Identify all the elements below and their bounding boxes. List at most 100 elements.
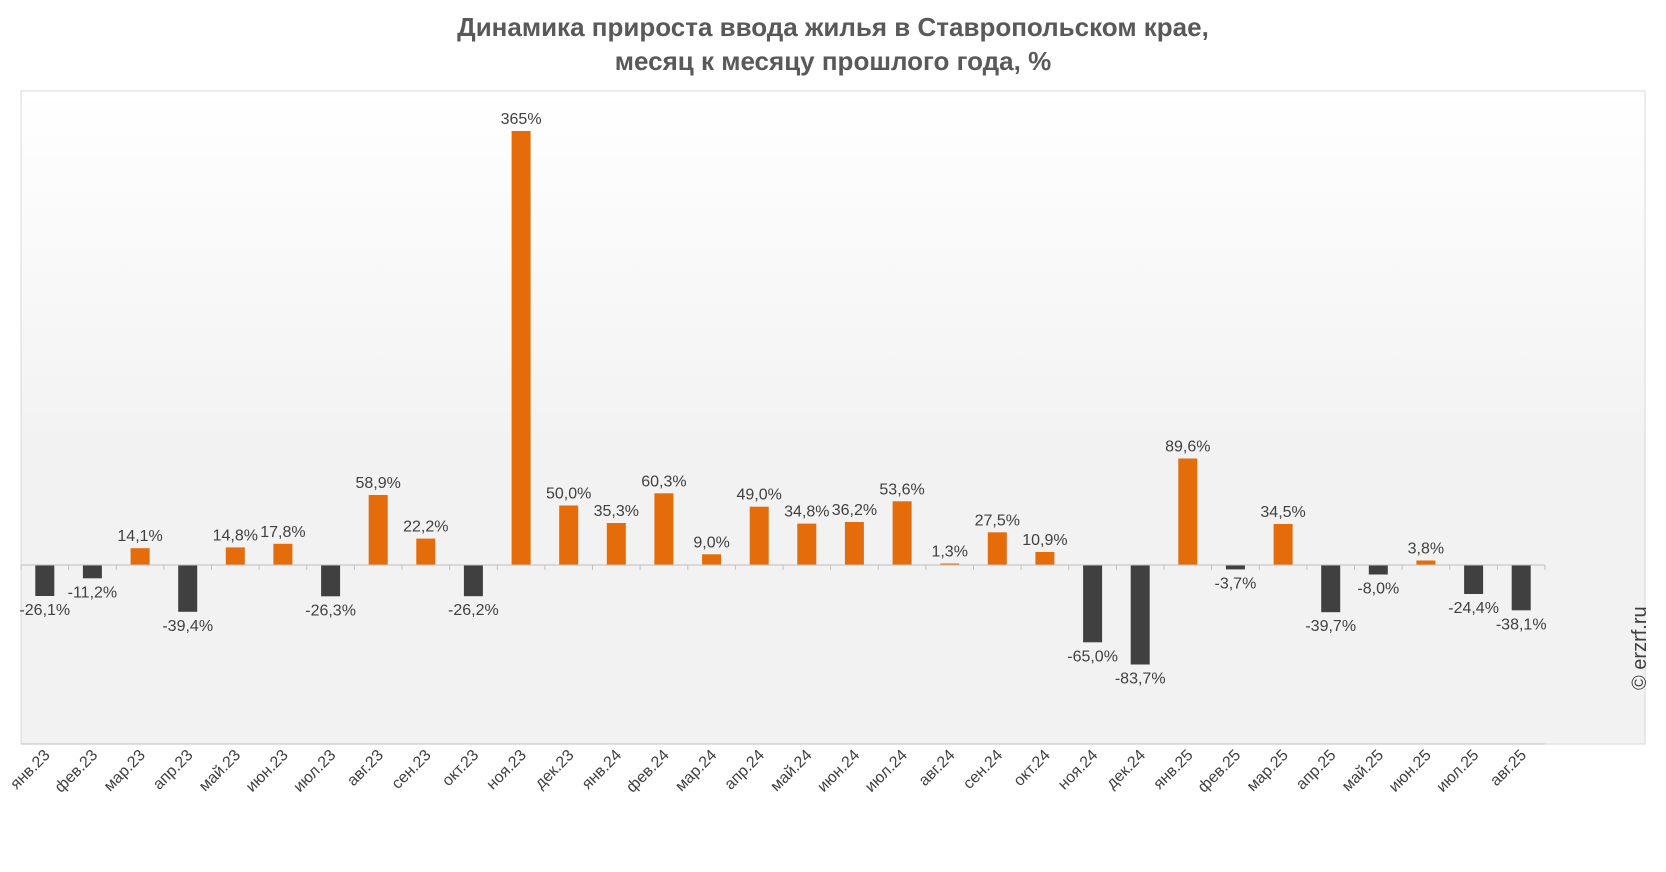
data-label: 3,8%	[1408, 541, 1444, 558]
x-tick-label: мар.25	[1244, 747, 1292, 795]
data-label: -65,0%	[1067, 648, 1118, 665]
x-tick-label: янв.23	[7, 747, 53, 793]
bar-янв.23	[35, 565, 55, 596]
data-label: 34,5%	[1260, 504, 1305, 521]
bar-мар.24	[702, 554, 722, 565]
x-tick-label: мар.23	[101, 747, 149, 795]
x-tick-label: июн.24	[814, 747, 863, 796]
bar-сен.24	[987, 532, 1007, 565]
bar-июн.25	[1416, 560, 1436, 565]
data-label: 50,0%	[546, 486, 591, 503]
bar-авг.25	[1511, 565, 1531, 611]
bar-мар.23	[130, 548, 150, 565]
bar-июл.23	[321, 565, 341, 597]
bar-май.24	[797, 523, 817, 565]
x-tick-label: авг.25	[1487, 747, 1530, 790]
data-label: 14,1%	[117, 528, 162, 545]
data-label: 89,6%	[1165, 439, 1210, 456]
data-label: -11,2%	[68, 584, 118, 601]
bar-ноя.23	[511, 131, 531, 565]
x-tick-label: май.24	[767, 747, 815, 795]
x-tick-label: фев.25	[1195, 747, 1244, 796]
data-label: -26,1%	[19, 602, 70, 619]
x-tick-label: ноя.23	[484, 747, 530, 793]
x-tick-label: апр.23	[150, 747, 197, 794]
data-label: 36,2%	[832, 502, 877, 519]
data-label: 10,9%	[1022, 532, 1067, 549]
data-label: 27,5%	[975, 512, 1020, 529]
data-label: 1,3%	[931, 544, 967, 561]
bar-дек.23	[559, 505, 579, 565]
bar-май.25	[1368, 565, 1388, 575]
data-label: -39,4%	[162, 618, 213, 635]
bar-фев.23	[82, 565, 102, 579]
data-label: 14,8%	[213, 527, 258, 544]
bar-авг.23	[368, 495, 388, 565]
bar-дек.24	[1130, 565, 1150, 665]
bar-июн.23	[273, 543, 293, 565]
bar-июл.25	[1464, 565, 1484, 594]
bar-фев.24	[654, 493, 674, 565]
bar-апр.25	[1321, 565, 1341, 613]
bar-ноя.24	[1083, 565, 1103, 643]
x-tick-label: окт.24	[1011, 747, 1054, 790]
chart-title: Динамика прироста ввода жилья в Ставропо…	[0, 10, 1666, 78]
data-label: -38,1%	[1496, 616, 1547, 633]
bar-окт.24	[1035, 552, 1055, 565]
x-tick-label: июн.23	[243, 747, 292, 796]
data-label: 60,3%	[641, 473, 686, 490]
x-tick-label: май.23	[196, 747, 244, 795]
bar-апр.24	[749, 506, 769, 565]
bar-май.23	[225, 547, 245, 565]
data-label: -8,0%	[1357, 581, 1399, 598]
bar-апр.23	[178, 565, 198, 612]
x-tick-label: окт.23	[439, 747, 482, 790]
x-tick-label: фев.24	[623, 747, 672, 796]
data-label: 34,8%	[784, 504, 829, 521]
plot-area	[20, 90, 1646, 745]
bar-фев.25	[1225, 565, 1245, 570]
data-label: 17,8%	[260, 524, 305, 541]
x-tick-label: июн.25	[1386, 747, 1435, 796]
data-label: 53,6%	[879, 481, 924, 498]
x-tick-label: июл.25	[1434, 747, 1483, 796]
x-tick-label: янв.25	[1150, 747, 1196, 793]
x-tick-label: июл.24	[862, 747, 911, 796]
x-tick-label: дек.24	[1103, 747, 1149, 793]
x-tick-label: дек.23	[532, 747, 578, 793]
x-tick-label: янв.24	[579, 747, 625, 793]
bar-мар.25	[1273, 524, 1293, 565]
x-tick-label: сен.24	[960, 747, 1006, 793]
x-tick-label: авг.23	[344, 747, 387, 790]
bar-янв.25	[1178, 458, 1198, 565]
bar-окт.23	[463, 565, 483, 597]
bar-июл.24	[892, 501, 912, 565]
x-tick-label: ноя.24	[1055, 747, 1101, 793]
x-tick-label: мар.24	[672, 747, 720, 795]
x-tick-label: апр.25	[1293, 747, 1340, 794]
data-label: 9,0%	[693, 534, 729, 551]
data-label: -39,7%	[1305, 618, 1356, 635]
data-label: -83,7%	[1115, 671, 1166, 688]
x-tick-label: фев.23	[52, 747, 101, 796]
watermark: © erzrf.ru	[1629, 606, 1651, 690]
bar-авг.24	[940, 563, 960, 565]
x-tick-label: июл.23	[291, 747, 340, 796]
data-label: -3,7%	[1215, 575, 1257, 592]
data-label: 35,3%	[594, 503, 639, 520]
x-tick-label: авг.24	[916, 747, 959, 790]
data-label: 58,9%	[356, 475, 401, 492]
data-label: 49,0%	[737, 487, 782, 504]
data-label: 365%	[501, 111, 542, 128]
x-tick-label: сен.23	[389, 747, 435, 793]
x-tick-label: май.25	[1339, 747, 1387, 795]
x-tick-label: апр.24	[722, 747, 769, 794]
bar-июн.24	[844, 522, 864, 565]
bar-сен.23	[416, 538, 436, 565]
bar-янв.24	[606, 523, 626, 565]
data-label: 22,2%	[403, 519, 448, 536]
chart-title-line-2: месяц к месяцу прошлого года, %	[614, 46, 1052, 76]
data-label: -24,4%	[1448, 600, 1499, 617]
chart-title-line-1: Динамика прироста ввода жилья в Ставропо…	[457, 12, 1209, 42]
